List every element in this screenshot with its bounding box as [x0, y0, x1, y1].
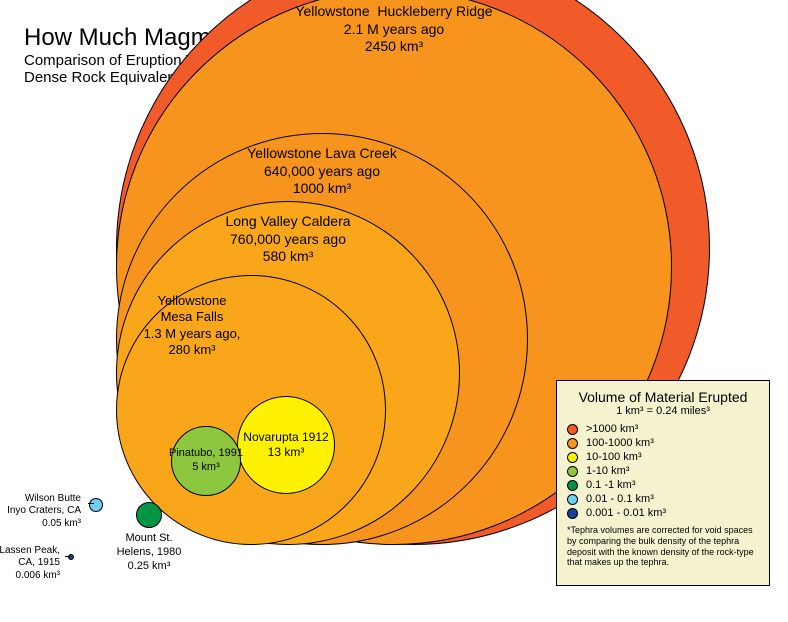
leader-lassen [65, 556, 70, 557]
legend-swatch-4 [567, 480, 578, 491]
legend-subtitle: 1 km³ = 0.24 miles³ [567, 405, 759, 417]
eruption-label-longvalley: Long Valley Caldera 760,000 years ago 58… [138, 213, 438, 266]
legend-label-1: 100-1000 km³ [586, 437, 654, 449]
legend-row-6: 0.001 - 0.01 km³ [567, 507, 759, 519]
legend-row-5: 0.01 - 0.1 km³ [567, 493, 759, 505]
eruption-circle-lassen [68, 554, 74, 560]
legend-label-0: >1000 km³ [586, 423, 638, 435]
eruption-volume-diagram: How Much Magma Erupts? Comparison of Eru… [0, 0, 788, 622]
legend-row-3: 1-10 km³ [567, 465, 759, 477]
legend-box: Volume of Material Erupted 1 km³ = 0.24 … [556, 380, 770, 586]
legend-label-2: 10-100 km³ [586, 451, 642, 463]
legend-row-1: 100-1000 km³ [567, 437, 759, 449]
legend-label-3: 1-10 km³ [586, 465, 629, 477]
eruption-label-sthelens: Mount St. Helens, 1980 0.25 km³ [89, 532, 209, 573]
eruption-label-mesafalls: Yellowstone Mesa Falls 1.3 M years ago, … [122, 293, 262, 358]
leader-wilson [88, 503, 94, 504]
legend-items: >1000 km³ 100-1000 km³ 10-100 km³ 1-10 km³ 0… [567, 423, 759, 519]
eruption-label-huckleberry: Yellowstone Huckleberry Ridge 2.1 M year… [244, 3, 544, 56]
eruption-circle-wilson [89, 498, 103, 512]
eruption-circle-sthelens [136, 502, 162, 528]
legend-swatch-6 [567, 508, 578, 519]
eruption-label-wilson: Wilson Butte Inyo Craters, CA 0.05 km³ [0, 493, 81, 531]
eruption-label-pinatubo: Pinatubo, 1991 5 km³ [126, 447, 286, 475]
legend-label-5: 0.01 - 0.1 km³ [586, 493, 654, 505]
legend-swatch-2 [567, 452, 578, 463]
legend-swatch-0 [567, 424, 578, 435]
legend-swatch-1 [567, 438, 578, 449]
legend-row-4: 0.1 -1 km³ [567, 479, 759, 491]
legend-label-4: 0.1 -1 km³ [586, 479, 636, 491]
legend-row-2: 10-100 km³ [567, 451, 759, 463]
legend-swatch-3 [567, 466, 578, 477]
legend-swatch-5 [567, 494, 578, 505]
eruption-label-lavacreek: Yellowstone Lava Creek 640,000 years ago… [172, 145, 472, 198]
legend-row-0: >1000 km³ [567, 423, 759, 435]
legend-label-6: 0.001 - 0.01 km³ [586, 507, 666, 519]
legend-title: Volume of Material Erupted [567, 389, 759, 405]
eruption-label-lassen: Lassen Peak, CA, 1915 0.006 km³ [0, 545, 60, 583]
legend-footnote: *Tephra volumes are corrected for void s… [567, 525, 759, 568]
